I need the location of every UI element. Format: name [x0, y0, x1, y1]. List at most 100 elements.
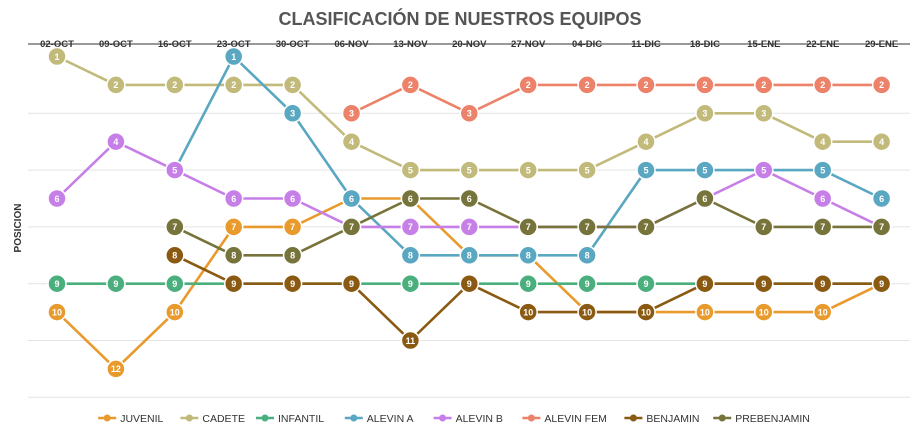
data-point[interactable] [223, 46, 244, 67]
data-point[interactable] [518, 302, 538, 322]
data-point[interactable] [47, 273, 67, 294]
data-point[interactable] [518, 273, 538, 294]
data-point[interactable] [341, 188, 362, 209]
data-point[interactable] [106, 131, 126, 152]
data-point[interactable] [400, 273, 421, 294]
data-point[interactable] [400, 188, 421, 209]
data-point[interactable] [459, 273, 480, 294]
data-point[interactable] [812, 131, 833, 152]
data-point[interactable] [812, 188, 833, 209]
legend-item[interactable]: ALEVIN FEM [522, 413, 607, 425]
data-point[interactable] [518, 245, 538, 266]
data-point[interactable] [282, 75, 303, 95]
data-point[interactable] [636, 302, 656, 322]
data-point[interactable] [871, 75, 892, 95]
data-point[interactable] [282, 103, 303, 124]
data-point[interactable] [577, 302, 597, 322]
data-point[interactable] [812, 217, 833, 237]
data-label: 8 [526, 251, 531, 261]
data-point[interactable] [165, 302, 185, 322]
data-point[interactable] [165, 273, 185, 294]
data-point[interactable] [282, 217, 303, 237]
data-point[interactable] [812, 273, 833, 294]
data-point[interactable] [400, 245, 421, 266]
data-point[interactable] [518, 75, 538, 95]
data-point[interactable] [754, 75, 774, 95]
data-point[interactable] [47, 302, 67, 322]
data-point[interactable] [341, 103, 362, 124]
data-point[interactable] [165, 75, 185, 95]
data-point[interactable] [282, 245, 303, 266]
data-point[interactable] [754, 160, 774, 180]
data-point[interactable] [636, 75, 656, 95]
data-point[interactable] [223, 245, 244, 266]
legend-item[interactable]: BENJAMIN [624, 413, 699, 425]
data-point[interactable] [871, 217, 892, 237]
data-point[interactable] [577, 217, 597, 237]
data-point[interactable] [812, 302, 833, 322]
data-point[interactable] [871, 131, 892, 152]
data-point[interactable] [400, 75, 421, 95]
data-point[interactable] [754, 273, 774, 294]
legend-item[interactable]: CADETE [180, 413, 245, 425]
data-label: 8 [408, 251, 413, 261]
data-point[interactable] [754, 103, 774, 124]
data-label: 1 [231, 52, 236, 62]
data-point[interactable] [695, 75, 715, 95]
data-point[interactable] [106, 359, 126, 379]
data-point[interactable] [400, 217, 421, 237]
data-point[interactable] [459, 188, 480, 209]
data-point[interactable] [812, 75, 833, 95]
data-point[interactable] [341, 273, 362, 294]
data-point[interactable] [165, 160, 185, 180]
data-point[interactable] [400, 160, 421, 180]
data-point[interactable] [577, 160, 597, 180]
data-point[interactable] [695, 302, 715, 322]
data-point[interactable] [459, 217, 480, 237]
data-point[interactable] [459, 103, 480, 124]
data-point[interactable] [223, 273, 244, 294]
legend-item[interactable]: ALEVIN A [344, 413, 414, 425]
data-point[interactable] [47, 188, 67, 209]
data-point[interactable] [577, 75, 597, 95]
data-point[interactable] [871, 273, 892, 294]
data-point[interactable] [695, 103, 715, 124]
data-label: 9 [879, 279, 884, 289]
data-point[interactable] [106, 273, 126, 294]
data-point[interactable] [577, 273, 597, 294]
data-point[interactable] [459, 160, 480, 180]
data-point[interactable] [282, 188, 303, 209]
data-point[interactable] [282, 273, 303, 294]
data-point[interactable] [223, 217, 244, 237]
legend-item[interactable]: ALEVIN B [433, 413, 503, 425]
data-point[interactable] [106, 75, 126, 95]
data-point[interactable] [400, 330, 421, 351]
data-point[interactable] [636, 273, 656, 294]
data-point[interactable] [636, 160, 656, 180]
data-label: 8 [231, 251, 236, 261]
data-point[interactable] [695, 160, 715, 180]
data-point[interactable] [754, 217, 774, 237]
data-point[interactable] [223, 188, 244, 209]
data-point[interactable] [341, 131, 362, 152]
data-point[interactable] [636, 217, 656, 237]
data-label: 9 [349, 279, 354, 289]
data-point[interactable] [341, 217, 362, 237]
data-point[interactable] [165, 217, 185, 237]
data-point[interactable] [695, 188, 715, 209]
data-point[interactable] [812, 160, 833, 180]
legend-item[interactable]: JUVENIL [98, 413, 164, 425]
data-point[interactable] [754, 302, 774, 322]
legend-item[interactable]: INFANTIL [256, 413, 324, 425]
data-point[interactable] [518, 160, 538, 180]
data-point[interactable] [223, 75, 244, 95]
data-point[interactable] [636, 131, 656, 152]
data-point[interactable] [695, 273, 715, 294]
data-point[interactable] [871, 188, 892, 209]
data-point[interactable] [518, 217, 538, 237]
data-point[interactable] [47, 46, 67, 67]
data-point[interactable] [459, 245, 480, 266]
legend-item[interactable]: PREBENJAMIN [713, 413, 810, 425]
data-point[interactable] [165, 245, 185, 266]
data-point[interactable] [577, 245, 597, 266]
